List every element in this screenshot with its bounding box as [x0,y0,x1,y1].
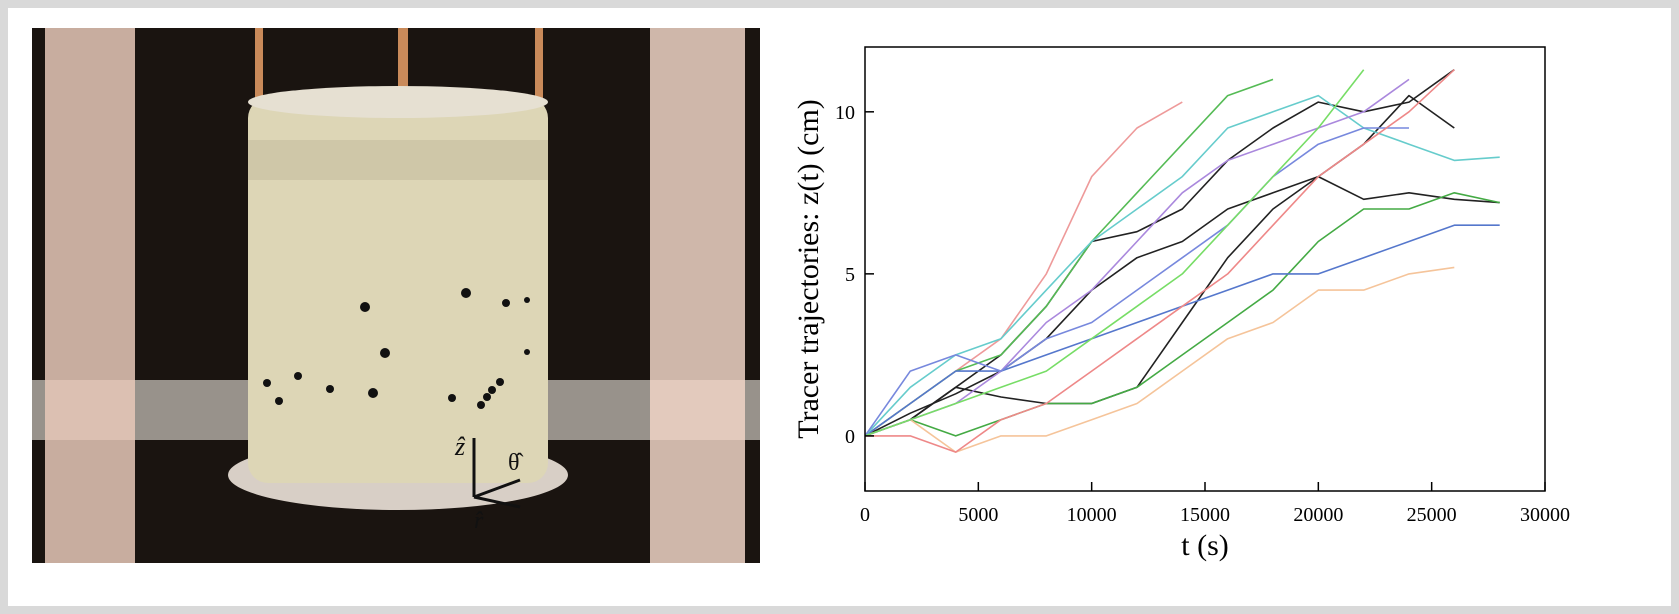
axis-label-r: r̂ [474,508,484,534]
x-tick-label: 25000 [1407,504,1457,526]
trajectory [864,94,1455,437]
figure-svg: ẑ θ̂ r̂ 0 5000 10000 15000 20000 25000 30000 0 5… [32,28,1570,563]
trajectory [864,192,1500,437]
y-tick-label: 5 [845,264,855,286]
x-tick-label: 5000 [958,504,998,526]
y-tick-label: 0 [845,426,855,448]
trajectory [865,69,1455,453]
axis-label-z: ẑ [454,432,466,461]
trajectory [864,78,1274,437]
x-tick-label: 0 [860,504,870,526]
x-tick-label: 30000 [1520,504,1570,526]
x-axis-label: t (s) [1181,529,1229,562]
trajectory [864,69,1365,437]
y-tick-label: 10 [835,102,855,124]
trajectory [864,69,1455,437]
x-tick-label: 20000 [1293,504,1343,526]
x-tick-label: 15000 [1180,504,1230,526]
y-axis-label: Tracer trajectories: z(t) (cm) [792,99,825,439]
trajectory [864,175,1500,437]
chart: 0 5000 10000 15000 20000 25000 30000 0 5 10 t (s) T… [792,46,1570,562]
photo: ẑ θ̂ r̂ [32,28,760,563]
x-tick-label: 10000 [1067,504,1117,526]
trajectory [864,266,1455,453]
trajectory [864,94,1500,437]
trajectory [864,127,1409,437]
figure: ẑ θ̂ r̂ 0 5000 10000 15000 20000 25000 30000 0 5… [8,8,1671,606]
